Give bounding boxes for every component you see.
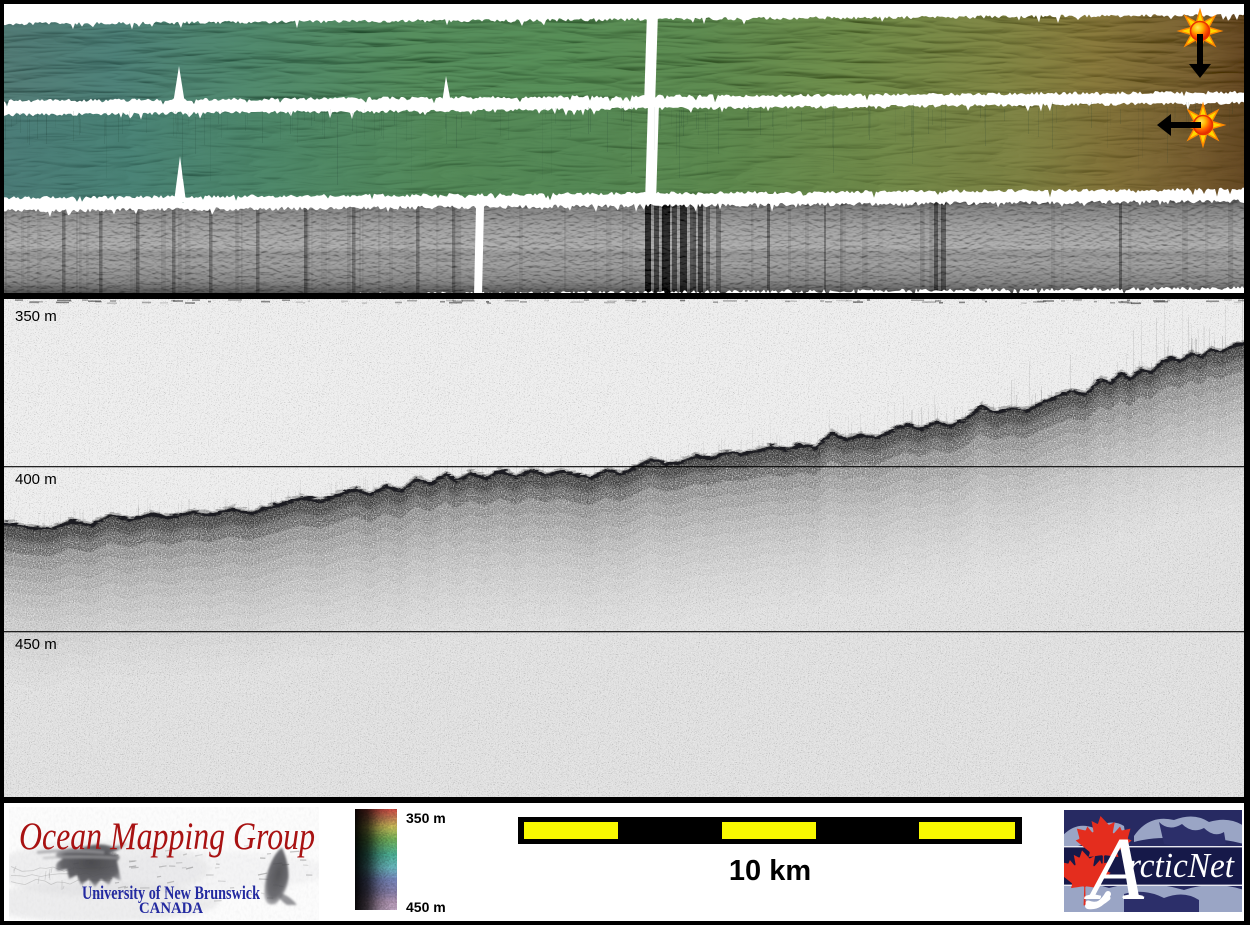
svg-text:University of New Brunswick: University of New Brunswick — [82, 883, 260, 904]
svg-text:CANADA: CANADA — [139, 900, 203, 917]
svg-text:Ocean Mapping Group: Ocean Mapping Group — [19, 815, 315, 858]
svg-text:A: A — [1084, 820, 1145, 912]
svg-text:A: A — [1085, 821, 1143, 912]
svg-text:rcticNet: rcticNet — [1128, 846, 1235, 885]
